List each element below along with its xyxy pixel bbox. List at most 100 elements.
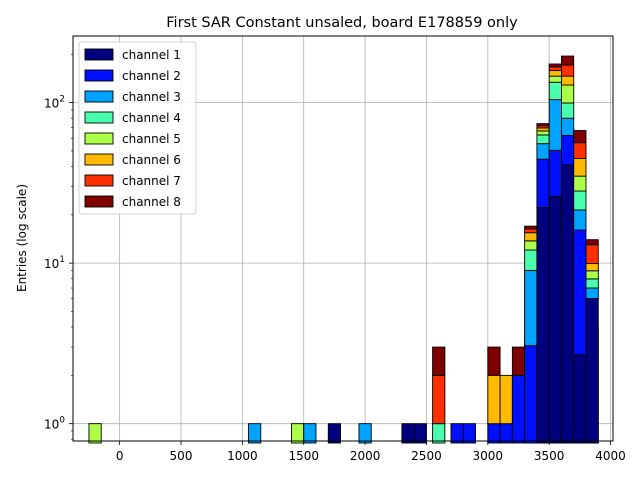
legend-swatch xyxy=(84,111,114,124)
bar-segment-channel-6 xyxy=(499,374,513,425)
x-tick-label: 0 xyxy=(116,449,124,463)
bar-segment-channel-5 xyxy=(291,423,305,444)
bar-segment-channel-5 xyxy=(536,130,550,136)
y-tick-label: 100 xyxy=(44,416,65,432)
y-tick-label: 102 xyxy=(44,95,65,111)
bar-segment-channel-6 xyxy=(487,374,501,425)
bar-segment-channel-6 xyxy=(548,70,562,77)
bar-segment-channel-5 xyxy=(561,84,575,104)
bar-segment-channel-2 xyxy=(462,423,476,444)
bar-segment-channel-2 xyxy=(511,374,526,444)
bar-segment-channel-1 xyxy=(327,423,341,444)
bar-segment-channel-6 xyxy=(536,127,550,132)
legend-label: channel 6 xyxy=(122,153,181,167)
x-tick-label: 2500 xyxy=(411,449,442,463)
bar-segment-channel-8 xyxy=(511,346,526,376)
x-tick-label: 500 xyxy=(170,449,193,463)
plot-frame xyxy=(72,35,614,442)
bar-segment-channel-2 xyxy=(548,149,562,197)
x-tick-label: 3500 xyxy=(534,449,565,463)
bar-segment-channel-2 xyxy=(573,229,587,356)
bar-segment-channel-3 xyxy=(573,209,587,231)
bar-segment-channel-1 xyxy=(401,423,415,444)
legend-label: channel 7 xyxy=(122,174,181,188)
bar-segment-channel-8 xyxy=(487,346,501,376)
bar-segment-channel-5 xyxy=(524,240,538,251)
bar-segment-channel-1 xyxy=(561,164,575,444)
bar-segment-channel-5 xyxy=(585,270,599,280)
bar-segment-channel-8 xyxy=(548,63,562,68)
bar-segment-channel-3 xyxy=(524,269,538,347)
bar-segment-channel-8 xyxy=(432,346,446,376)
legend-box xyxy=(78,41,197,215)
bar-segment-channel-4 xyxy=(432,423,446,444)
bar-segment-channel-3 xyxy=(585,287,599,299)
bar-segment-channel-8 xyxy=(585,239,599,246)
bar-segment-channel-6 xyxy=(524,232,538,242)
chart-title: First SAR Constant unsaled, board E17885… xyxy=(166,15,518,31)
legend-label: channel 2 xyxy=(122,69,181,83)
legend-swatch xyxy=(84,48,114,61)
bar-segment-channel-7 xyxy=(548,66,562,72)
y-axis-label: Entries (log scale) xyxy=(15,184,29,292)
legend-swatch xyxy=(84,69,114,82)
x-tick-label: 1000 xyxy=(227,449,258,463)
legend-swatch xyxy=(84,132,114,145)
bar-segment-channel-6 xyxy=(561,75,575,86)
bar-segment-channel-4 xyxy=(524,249,538,271)
bar-segment-channel-3 xyxy=(303,423,317,444)
bar-segment-channel-8 xyxy=(524,225,538,230)
bar-segment-channel-3 xyxy=(248,423,262,444)
bar-segment-channel-4 xyxy=(536,134,550,145)
bar-segment-channel-2 xyxy=(561,135,575,166)
bar-segment-channel-2 xyxy=(524,345,538,444)
legend-label: channel 3 xyxy=(122,90,181,104)
axes: 0 500 1000 1500 2000 2500 3000 3500 4000 100 101 10… xyxy=(44,35,626,463)
bar-segment-channel-2 xyxy=(487,423,501,444)
bar-segment-channel-4 xyxy=(573,190,587,211)
legend-swatch xyxy=(84,90,114,103)
bar-segment-channel-5 xyxy=(88,423,102,444)
bar-segment-channel-5 xyxy=(573,175,587,192)
bar-segment-channel-3 xyxy=(358,423,372,444)
x-tick-label: 1500 xyxy=(288,449,319,463)
bar-segment-channel-1 xyxy=(413,423,427,444)
legend: channel 1 channel 2 channel 3 channel 4 chan… xyxy=(78,41,197,215)
bar-segment-channel-4 xyxy=(548,81,562,101)
legend-label: channel 1 xyxy=(122,48,181,62)
x-tick-label: 2000 xyxy=(350,449,381,463)
legend-label: channel 8 xyxy=(122,195,181,209)
bar-segment-channel-8 xyxy=(561,55,575,66)
bar-segment-channel-4 xyxy=(585,278,599,289)
legend-swatch xyxy=(84,195,114,208)
bars xyxy=(88,55,599,444)
legend-swatch xyxy=(84,153,114,166)
bar-segment-channel-3 xyxy=(548,99,562,151)
bar-segment-channel-7 xyxy=(573,142,587,159)
bar-segment-channel-1 xyxy=(548,195,562,444)
bar-segment-channel-4 xyxy=(561,102,575,119)
bar-segment-channel-7 xyxy=(524,228,538,234)
legend-label: channel 4 xyxy=(122,111,181,125)
bar-segment-channel-7 xyxy=(585,244,599,265)
bar-segment-channel-3 xyxy=(536,143,550,160)
bar-segment-channel-1 xyxy=(536,207,550,444)
legend-swatch xyxy=(84,174,114,187)
legend-label: channel 5 xyxy=(122,132,181,146)
bar-segment-channel-3 xyxy=(561,117,575,136)
bar-segment-channel-7 xyxy=(561,64,575,77)
y-tick-label: 101 xyxy=(44,255,65,271)
bar-segment-channel-1 xyxy=(585,298,599,444)
x-tick-label: 3000 xyxy=(473,449,504,463)
x-tick-label: 4000 xyxy=(595,449,626,463)
bar-segment-channel-1 xyxy=(573,354,587,444)
bar-segment-channel-2 xyxy=(536,158,550,208)
bar-segment-channel-6 xyxy=(585,263,599,272)
bar-segment-channel-2 xyxy=(450,423,464,444)
bar-segment-channel-8 xyxy=(536,123,550,127)
bar-segment-channel-2 xyxy=(499,423,513,444)
bar-segment-channel-8 xyxy=(573,130,587,144)
bar-segment-channel-6 xyxy=(573,158,587,177)
bar-segment-channel-5 xyxy=(548,75,562,83)
